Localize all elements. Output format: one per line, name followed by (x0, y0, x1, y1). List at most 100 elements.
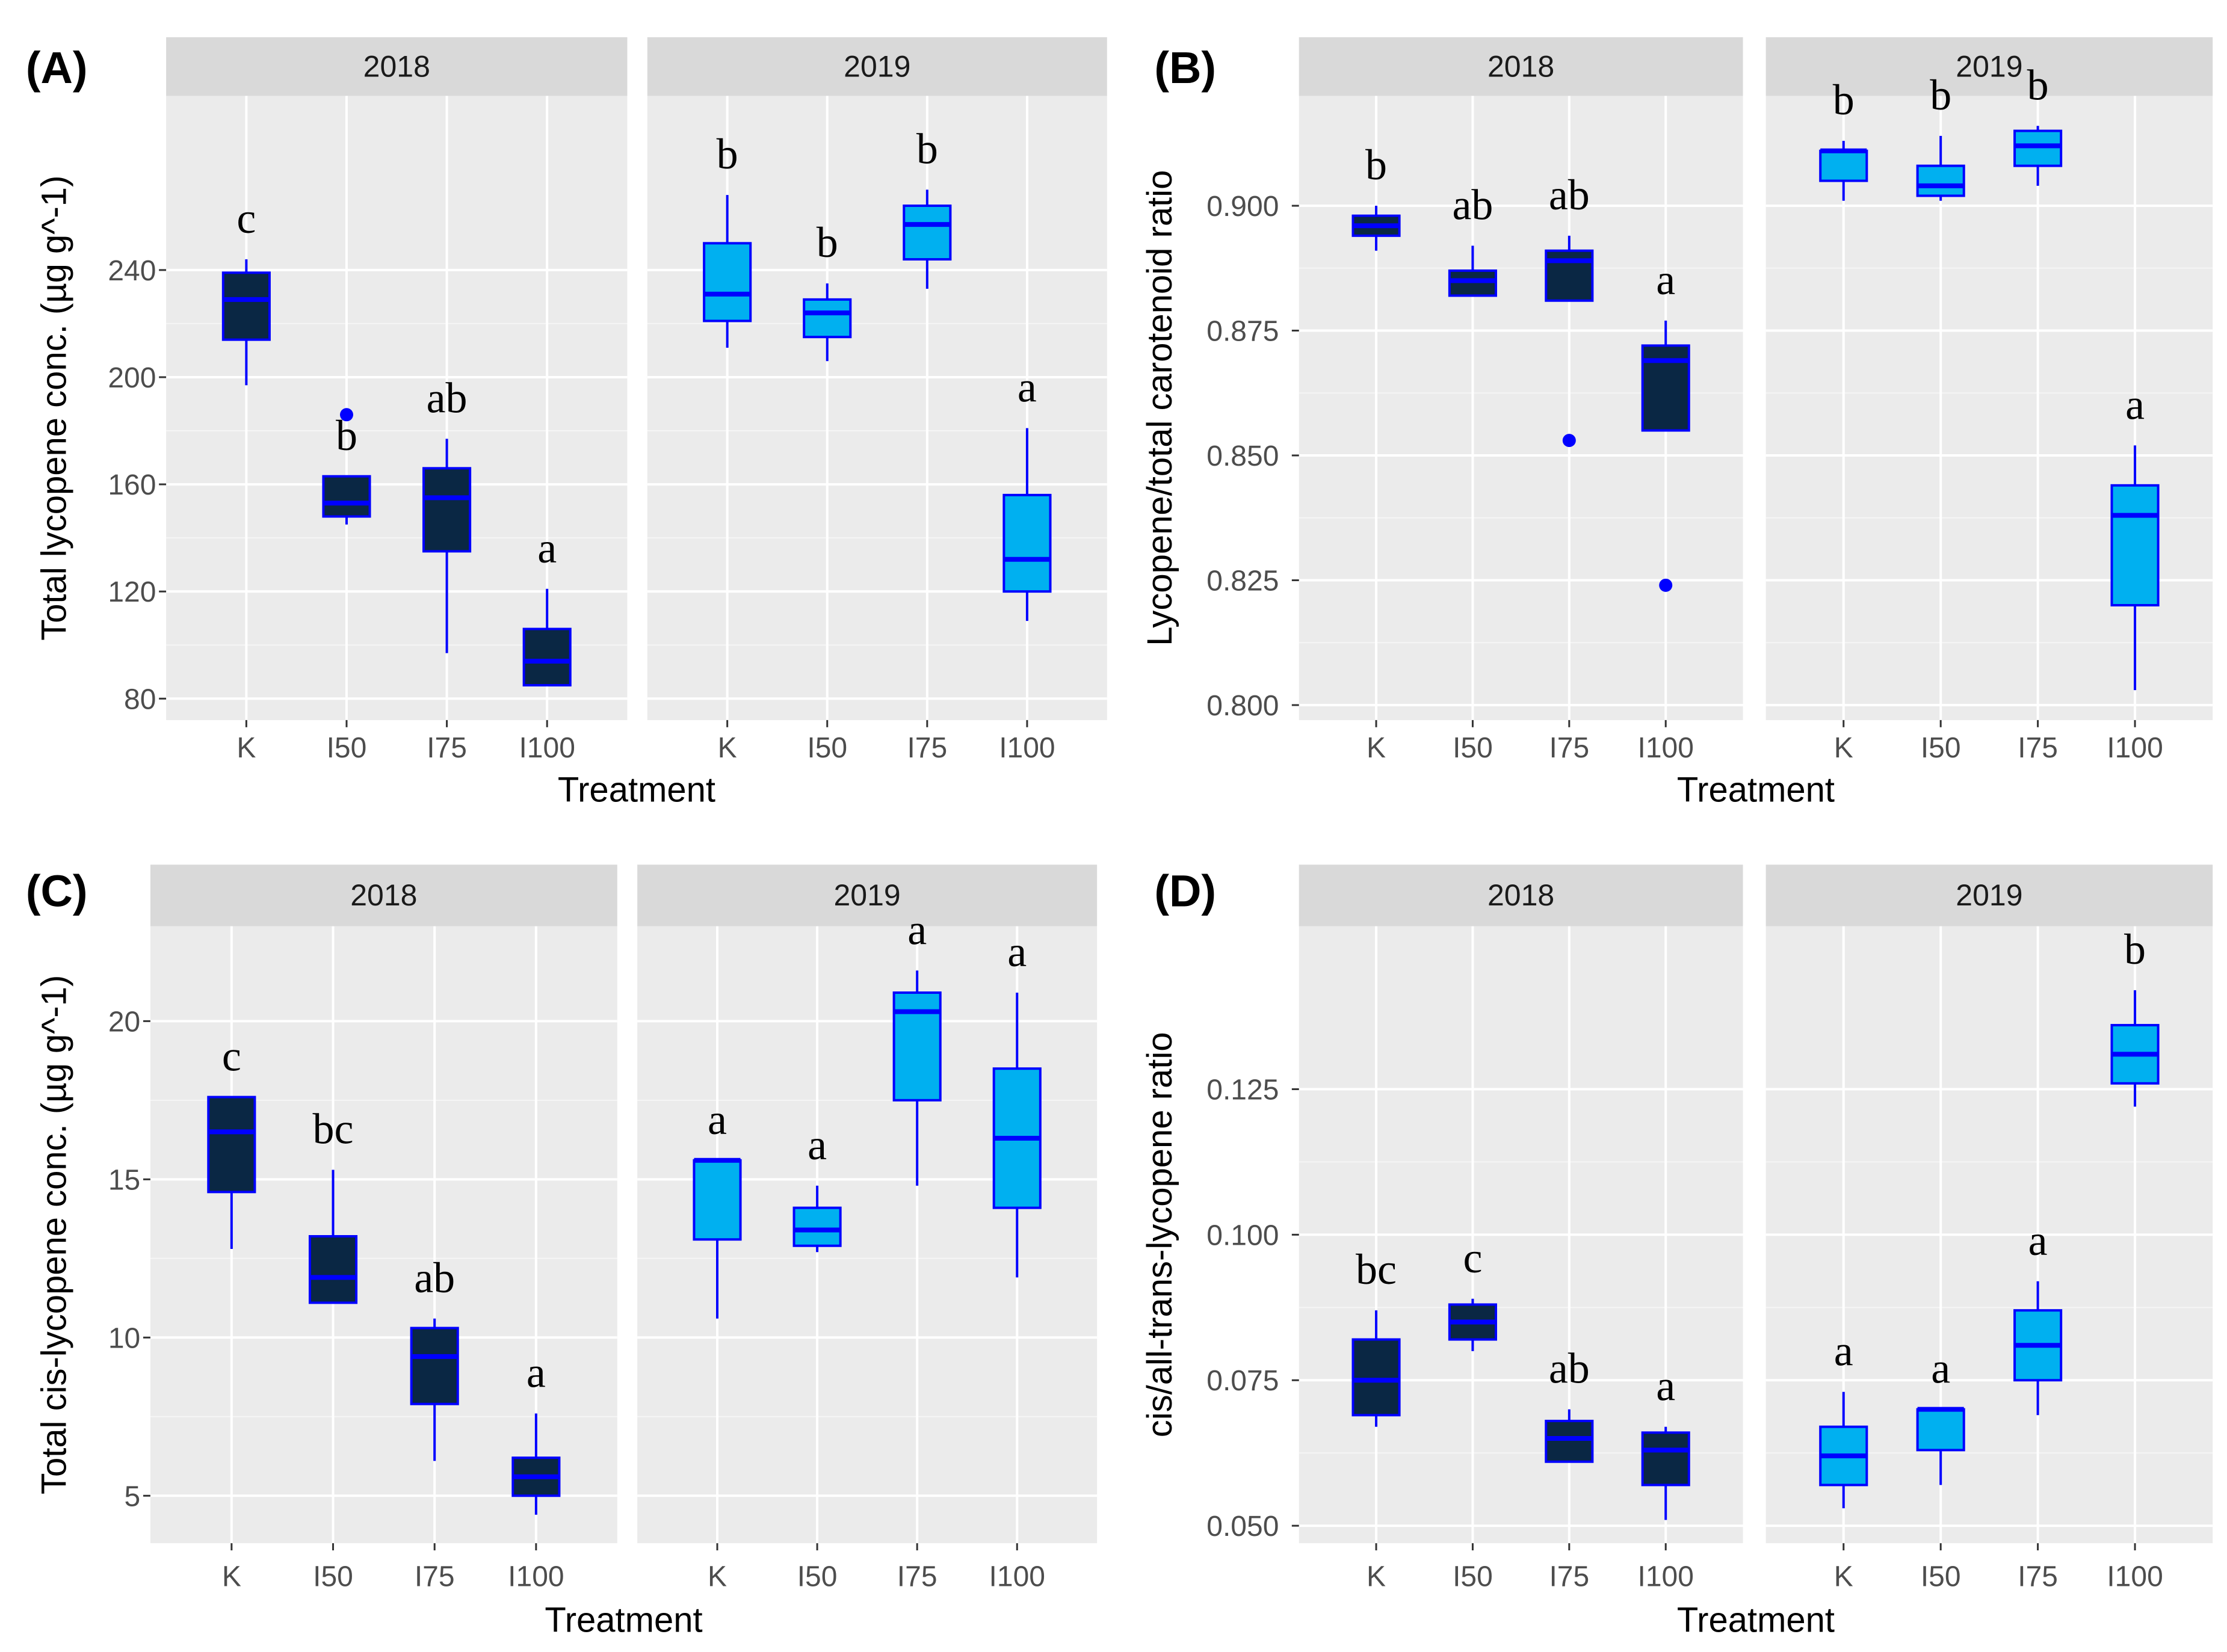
box-iqr (1819, 149, 1868, 182)
plot-background (166, 96, 628, 720)
y-tick-label: 160 (108, 469, 156, 501)
box-iqr (1545, 1419, 1594, 1463)
significance-letter: a (1007, 928, 1027, 976)
x-tick-label: I75 (427, 732, 467, 764)
significance-letter: c (236, 194, 256, 242)
x-tick-label: I75 (2018, 1561, 2058, 1593)
x-tick-label: I75 (2018, 732, 2058, 764)
box-iqr (1916, 164, 1965, 197)
panel-letter: (A) (26, 43, 88, 93)
box-i75: b (2013, 61, 2063, 186)
box-i50: b (1916, 71, 1965, 201)
x-tick-label: I50 (1921, 1561, 1961, 1593)
x-tick-label: I100 (999, 732, 1055, 764)
y-tick-label: 0.100 (1206, 1219, 1279, 1251)
y-tick-label: 120 (108, 576, 156, 608)
significance-letter: bc (313, 1105, 354, 1153)
significance-letter: a (1656, 256, 1675, 304)
significance-letter: a (2125, 380, 2145, 428)
box-i75: ab (410, 1254, 459, 1461)
box-k: b (703, 130, 752, 348)
box-i75: ab (1545, 171, 1594, 448)
y-tick-label: 0.050 (1206, 1511, 1279, 1543)
box-iqr (1002, 493, 1052, 593)
box-iqr (2110, 484, 2160, 607)
outlier-point (1659, 578, 1673, 592)
facet-strip (1765, 865, 2213, 926)
outlier-point (339, 408, 353, 422)
facet-strip (637, 865, 1098, 926)
x-tick-label: K (718, 732, 737, 764)
x-tick-label: K (1367, 1561, 1386, 1593)
facet-strip-label: 2019 (1956, 878, 2022, 912)
box-i50: b (803, 218, 852, 362)
significance-letter: b (2124, 925, 2146, 973)
y-tick-label: 0.075 (1206, 1365, 1279, 1397)
box-iqr (693, 1159, 742, 1241)
significance-letter: b (1833, 76, 1855, 124)
box-iqr (207, 1096, 256, 1194)
facet-2019: 2019 a a a b K I50 I75 I100 (1765, 865, 2213, 1593)
x-tick-label: I50 (327, 732, 367, 764)
significance-letter: ab (1549, 171, 1590, 219)
y-tick-label: 0.900 (1206, 191, 1279, 223)
significance-letter: a (1931, 1345, 1950, 1393)
facet-strip (1765, 37, 2213, 96)
box-k: bc (1351, 1245, 1401, 1427)
significance-letter: a (708, 1096, 727, 1144)
significance-letter: b (817, 218, 838, 267)
box-iqr (410, 1327, 459, 1405)
x-tick-label: K (1834, 1561, 1853, 1593)
x-tick-label: I75 (897, 1561, 937, 1593)
facet-2019: 2019 b b b a K I50 I75 I100 (647, 37, 1107, 764)
box-i100: a (2110, 380, 2160, 691)
facet-2018: 2018 b ab ab a K I50 I75 I100 (1299, 37, 1743, 764)
box-iqr (1351, 1338, 1401, 1417)
facet-strip-label: 2019 (1956, 49, 2022, 83)
box-i75: ab (422, 374, 472, 653)
box-iqr (308, 1234, 358, 1304)
x-tick-label: I100 (1638, 732, 1694, 764)
box-i75: b (903, 125, 952, 289)
x-tick-label: K (1834, 732, 1853, 764)
x-tick-label: I100 (2107, 1561, 2163, 1593)
facet-strip (150, 865, 617, 926)
significance-letter: a (1834, 1327, 1853, 1375)
box-i100: a (1002, 363, 1052, 621)
significance-letter: a (1018, 363, 1037, 411)
panel-letter: (D) (1154, 866, 1216, 916)
box-iqr (803, 298, 852, 339)
x-tick-label: I50 (807, 732, 847, 764)
box-i75: ab (1545, 1345, 1594, 1463)
x-tick-label: I75 (1549, 732, 1589, 764)
significance-letter: c (222, 1032, 241, 1080)
y-tick-label: 10 (108, 1322, 140, 1354)
y-axis-title: cis/all-trans-lycopene ratio (1140, 1032, 1179, 1438)
plot-background (1765, 96, 2213, 720)
significance-letter: a (808, 1121, 827, 1169)
significance-letter: a (907, 905, 927, 954)
box-i50: a (1916, 1345, 1965, 1485)
box-i50: a (792, 1121, 842, 1253)
y-tick-label: 200 (108, 362, 156, 394)
box-iqr (1641, 1431, 1690, 1487)
panel-letter: (B) (1154, 43, 1216, 93)
box-k: a (1819, 1327, 1868, 1509)
facet-strip (166, 37, 628, 96)
outlier-point (1562, 434, 1576, 448)
x-tick-label: I100 (2107, 732, 2163, 764)
box-i100: a (1641, 1362, 1690, 1520)
box-iqr (1448, 269, 1497, 297)
x-tick-label: I50 (1453, 732, 1493, 764)
x-tick-label: I100 (989, 1561, 1045, 1593)
box-k: c (207, 1032, 256, 1250)
box-i75: a (2013, 1216, 2063, 1416)
significance-letter: ab (1452, 180, 1493, 229)
x-tick-label: K (1367, 732, 1386, 764)
box-i50: c (1448, 1234, 1497, 1351)
plot-background (150, 926, 617, 1544)
x-tick-label: I50 (1921, 732, 1961, 764)
box-iqr (322, 475, 371, 518)
